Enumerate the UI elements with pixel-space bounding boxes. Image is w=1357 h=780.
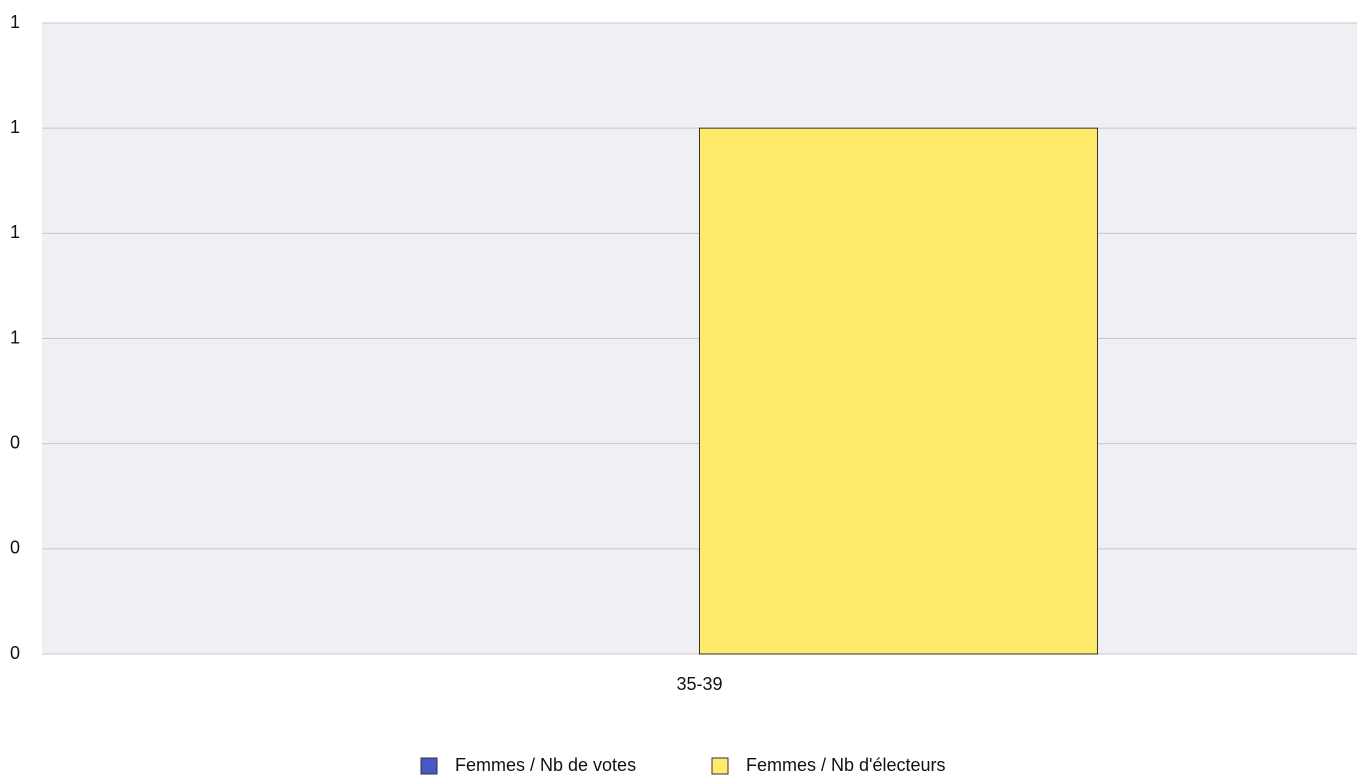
bar	[699, 127, 1098, 655]
legend-label: Femmes / Nb d'électeurs	[746, 755, 946, 775]
y-tick-label: 1	[10, 327, 20, 347]
y-tick-label: 0	[10, 643, 20, 663]
y-tick-label: 1	[10, 222, 20, 242]
y-tick-label: 1	[10, 12, 20, 32]
x-tick-label: 35-39	[676, 674, 722, 694]
y-tick-label: 0	[10, 538, 20, 558]
legend-label: Femmes / Nb de votes	[455, 755, 636, 775]
legend-swatch	[420, 757, 438, 775]
y-tick-label: 1	[10, 117, 20, 137]
y-tick-label: 0	[10, 432, 20, 452]
legend-swatch	[711, 757, 729, 775]
